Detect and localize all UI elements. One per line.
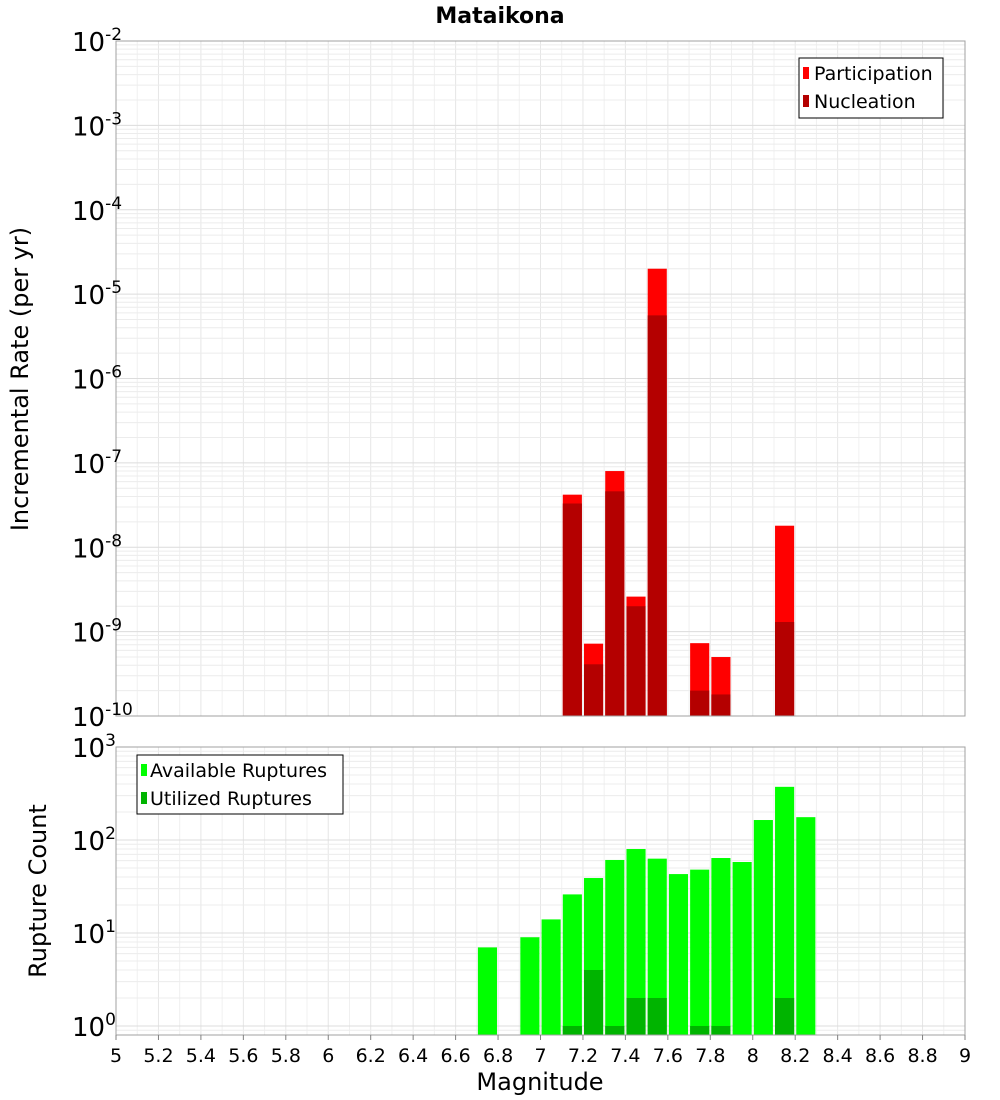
x-tick-label: 8.8 — [907, 1045, 937, 1067]
x-tick-label: 7.6 — [653, 1045, 683, 1067]
rate-bar-b — [775, 622, 795, 716]
y-tick-label: 10-2 — [72, 25, 122, 58]
count-bar-b — [605, 1025, 625, 1035]
top-y-tick-labels: 10-2 10-3 10-4 10-5 10-6 10-7 10-8 10-9 10-10 — [72, 25, 133, 733]
count-bar-a — [541, 919, 561, 1035]
y-tick-label: 101 — [72, 917, 116, 950]
y-tick-label: 10-10 — [72, 700, 133, 733]
x-tick-label: 6 — [322, 1045, 334, 1067]
x-tick-label: 6.4 — [398, 1045, 428, 1067]
rate-bar-b — [626, 606, 646, 716]
y-tick-label: 100 — [72, 1010, 116, 1043]
x-tick-label: 5.4 — [186, 1045, 216, 1067]
x-tick-label: 7.2 — [568, 1045, 598, 1067]
count-bar-b — [690, 1025, 710, 1035]
count-bar-a — [732, 861, 752, 1035]
x-tick-label: 6.8 — [483, 1045, 513, 1067]
bottom-legend-box — [136, 754, 344, 815]
x-tick-label: 5.2 — [143, 1045, 173, 1067]
x-tick-label: 5.8 — [271, 1045, 301, 1067]
count-bar-a — [647, 858, 667, 1035]
legend-swatch-utilized — [141, 792, 147, 804]
count-bar-a — [711, 858, 731, 1035]
count-bar-b — [775, 997, 795, 1035]
top-plot-frame — [115, 40, 966, 717]
count-bar-b — [562, 1025, 582, 1035]
rate-bar-b — [562, 503, 582, 716]
x-tick-label: 8 — [747, 1045, 759, 1067]
top-y-axis-label: Incremental Rate (per yr) — [6, 227, 34, 531]
x-tick-label: 5.6 — [228, 1045, 258, 1067]
rate-bar-b — [690, 690, 710, 716]
count-bar-a — [562, 894, 582, 1035]
legend-label-participation: Participation — [814, 63, 933, 85]
count-bar-a — [520, 937, 540, 1035]
rate-bar-b — [647, 315, 667, 716]
bottom-y-axis-label: Rupture Count — [24, 804, 52, 978]
count-bar-a — [668, 874, 689, 1035]
rate-bar-b — [711, 694, 731, 716]
bottom-bars — [477, 786, 816, 1035]
x-tick-label: 5 — [110, 1045, 122, 1067]
count-bar-a — [775, 786, 795, 1035]
y-tick-label: 10-4 — [72, 194, 122, 227]
count-bar-a — [477, 947, 497, 1035]
count-bar-a — [753, 820, 773, 1035]
chart-title: Mataikona — [435, 4, 564, 29]
count-bar-b — [711, 1025, 731, 1035]
y-tick-label: 10-9 — [72, 616, 122, 649]
count-bar-a — [605, 859, 625, 1035]
legend-swatch-participation — [803, 67, 809, 79]
rate-bar-b — [605, 491, 625, 716]
count-bar-a — [796, 817, 816, 1035]
legend-label-nucleation: Nucleation — [814, 91, 916, 113]
x-tick-label: 6.6 — [440, 1045, 470, 1067]
x-tick-label: 8.6 — [865, 1045, 895, 1067]
bottom-y-tick-labels: 103 102 101 100 — [72, 731, 116, 1043]
count-bar-a — [626, 849, 646, 1035]
top-legend-box — [798, 57, 944, 119]
bottom-legend: Available Ruptures Utilized Ruptures — [136, 754, 344, 815]
top-legend: Participation Nucleation — [798, 57, 944, 119]
top-grid — [115, 41, 966, 717]
count-bar-a — [690, 869, 710, 1035]
rate-bar-b — [584, 664, 604, 716]
y-tick-label: 10-6 — [72, 363, 122, 396]
x-axis-label: Magnitude — [476, 1068, 603, 1096]
y-tick-label: 102 — [72, 824, 116, 857]
x-tick-label: 7.8 — [695, 1045, 725, 1067]
x-tick-label: 7 — [534, 1045, 546, 1067]
legend-label-available: Available Ruptures — [150, 760, 327, 782]
x-tick-label: 8.2 — [780, 1045, 810, 1067]
x-tick-label: 8.4 — [823, 1045, 853, 1067]
y-tick-label: 10-5 — [72, 278, 122, 311]
y-tick-label: 10-7 — [72, 447, 122, 480]
y-tick-label: 10-3 — [72, 109, 122, 142]
x-tick-labels: 5 5.2 5.4 5.6 5.8 6 6.2 6.4 6.6 6.8 7 7.2 7.4 7.6 7.8 8… — [110, 1035, 971, 1067]
count-bar-b — [626, 997, 646, 1035]
legend-swatch-available — [141, 764, 147, 776]
count-bar-b — [584, 969, 604, 1035]
y-tick-label: 103 — [72, 731, 116, 764]
x-tick-label: 9 — [959, 1045, 971, 1067]
legend-swatch-nucleation — [803, 95, 809, 107]
x-tick-label: 7.4 — [610, 1045, 640, 1067]
count-bar-b — [647, 997, 667, 1035]
x-tick-label: 6.2 — [356, 1045, 386, 1067]
legend-label-utilized: Utilized Ruptures — [150, 788, 312, 810]
top-bars — [562, 268, 795, 716]
y-tick-label: 10-8 — [72, 531, 122, 564]
